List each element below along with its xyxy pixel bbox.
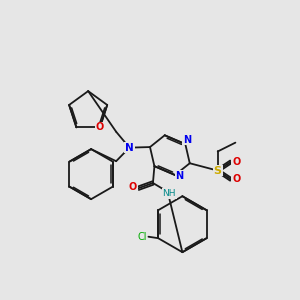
Text: N: N	[183, 135, 191, 145]
Text: NH: NH	[162, 189, 176, 198]
Text: Cl: Cl	[137, 232, 147, 242]
Text: O: O	[96, 122, 104, 132]
Text: O: O	[129, 182, 137, 192]
Text: N: N	[125, 142, 134, 153]
Text: N: N	[176, 171, 184, 181]
Text: O: O	[232, 174, 240, 184]
Text: S: S	[214, 166, 222, 176]
Text: O: O	[232, 157, 240, 167]
